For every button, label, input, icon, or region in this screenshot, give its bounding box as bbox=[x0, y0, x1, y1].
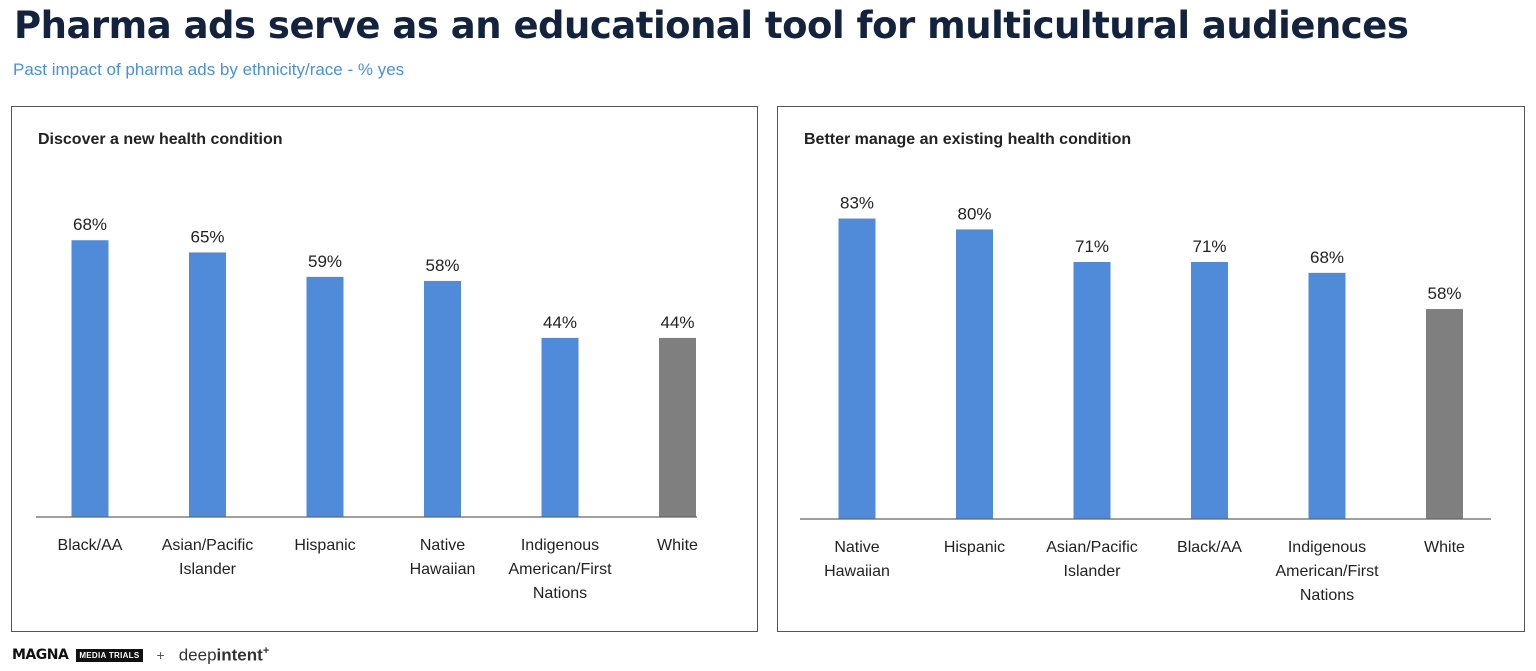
data-label-3: 58% bbox=[425, 256, 459, 275]
category-label-1: Asian/Pacific Islander bbox=[162, 537, 254, 578]
category-label-3: Native Hawaiian bbox=[410, 537, 476, 578]
magna-logo: MAGNA bbox=[12, 647, 69, 663]
data-label-1: 65% bbox=[190, 227, 224, 246]
chart-title: Discover a new health condition bbox=[38, 131, 283, 148]
bar-2 bbox=[306, 276, 344, 517]
bar-5 bbox=[659, 337, 696, 517]
footer-logos: MAGNA MEDIA TRIALS + deepintent+ bbox=[12, 644, 269, 666]
bar-2 bbox=[1073, 261, 1111, 519]
bar-chart-discover: 68% Black/AA 65% Asian/Pacific Islander 59% Hi… bbox=[36, 215, 698, 602]
category-label-0: Native Hawaiian bbox=[824, 539, 890, 580]
data-label-0: 83% bbox=[840, 194, 874, 213]
chart-panel-discover: Discover a new health condition 68% Black… bbox=[11, 106, 758, 632]
data-label-3: 71% bbox=[1192, 237, 1226, 256]
category-label-4: Indigenous American/First Nations bbox=[1275, 539, 1379, 604]
category-label-2: Hispanic bbox=[294, 537, 355, 554]
bar-0 bbox=[838, 218, 876, 519]
bar-4 bbox=[541, 337, 579, 517]
category-label-5: White bbox=[1424, 539, 1465, 556]
bar-0 bbox=[71, 240, 109, 518]
category-label-4: Indigenous American/First Nations bbox=[508, 537, 612, 602]
data-label-1: 80% bbox=[957, 204, 991, 223]
data-label-5: 44% bbox=[660, 313, 694, 332]
category-label-2: Asian/Pacific Islander bbox=[1046, 539, 1138, 580]
bar-1 bbox=[956, 229, 993, 519]
data-label-2: 71% bbox=[1075, 237, 1109, 256]
page-title: Pharma ads serve as an educational tool … bbox=[14, 4, 1409, 47]
chart-title: Better manage an existing health conditi… bbox=[804, 131, 1132, 148]
logo-separator: + bbox=[156, 647, 165, 663]
data-label-5: 58% bbox=[1427, 284, 1461, 303]
deepintent-logo: deepintent+ bbox=[178, 644, 270, 665]
category-label-5: White bbox=[657, 537, 698, 554]
bar-4 bbox=[1308, 272, 1346, 519]
category-label-3: Black/AA bbox=[1177, 539, 1242, 556]
bar-3 bbox=[1191, 261, 1228, 519]
bar-1 bbox=[189, 252, 226, 517]
data-label-4: 68% bbox=[1310, 248, 1344, 267]
data-label-4: 44% bbox=[543, 313, 577, 332]
media-trials-logo: MEDIA TRIALS bbox=[76, 648, 143, 662]
chart-panel-manage: Better manage an existing health conditi… bbox=[777, 106, 1525, 632]
page-subtitle: Past impact of pharma ads by ethnicity/r… bbox=[13, 60, 405, 79]
bar-3 bbox=[424, 280, 461, 517]
category-label-1: Hispanic bbox=[944, 539, 1005, 556]
bar-chart-manage: 83% Native Hawaiian 80% Hispanic 71% Asian/Pac… bbox=[800, 194, 1491, 604]
data-label-2: 59% bbox=[308, 252, 342, 271]
bar-5 bbox=[1426, 309, 1463, 519]
data-label-0: 68% bbox=[73, 215, 107, 234]
category-label-0: Black/AA bbox=[58, 537, 123, 554]
